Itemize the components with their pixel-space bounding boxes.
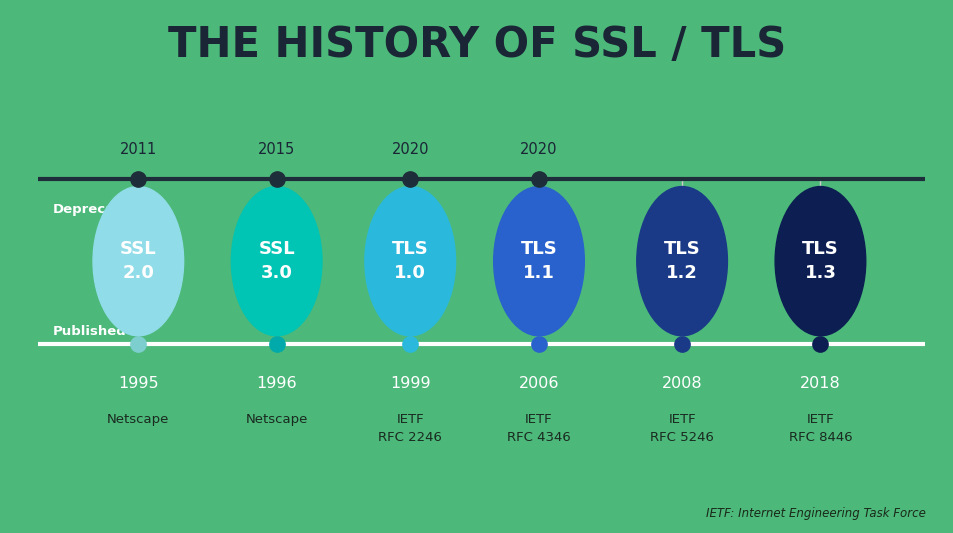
Text: TLS
1.0: TLS 1.0 <box>392 240 428 282</box>
Ellipse shape <box>364 187 456 336</box>
Text: 1996: 1996 <box>256 376 296 391</box>
Text: IETF
RFC 5246: IETF RFC 5246 <box>650 413 713 444</box>
Text: 1999: 1999 <box>390 376 430 391</box>
Text: Netscape: Netscape <box>245 413 308 426</box>
Text: SSL
3.0: SSL 3.0 <box>258 240 294 282</box>
Text: IETF
RFC 4346: IETF RFC 4346 <box>507 413 570 444</box>
Ellipse shape <box>231 187 321 336</box>
Text: 2020: 2020 <box>391 142 429 157</box>
Text: THE HISTORY OF SSL / TLS: THE HISTORY OF SSL / TLS <box>168 25 785 66</box>
Text: 2006: 2006 <box>518 376 558 391</box>
Text: 2018: 2018 <box>800 376 840 391</box>
Text: 2020: 2020 <box>519 142 558 157</box>
Text: 2008: 2008 <box>661 376 701 391</box>
Text: IETF
RFC 8446: IETF RFC 8446 <box>788 413 851 444</box>
Ellipse shape <box>92 187 183 336</box>
Text: 1995: 1995 <box>118 376 158 391</box>
Ellipse shape <box>774 187 865 336</box>
Text: SSL
2.0: SSL 2.0 <box>120 240 156 282</box>
Text: TLS
1.2: TLS 1.2 <box>663 240 700 282</box>
Text: IETF
RFC 2246: IETF RFC 2246 <box>378 413 441 444</box>
Ellipse shape <box>636 187 727 336</box>
Text: TLS
1.3: TLS 1.3 <box>801 240 838 282</box>
Text: 2011: 2011 <box>119 142 157 157</box>
Text: Deprecated: Deprecated <box>52 203 139 215</box>
Text: TLS
1.1: TLS 1.1 <box>520 240 557 282</box>
Text: Published: Published <box>52 326 126 338</box>
Ellipse shape <box>493 187 583 336</box>
Text: 2015: 2015 <box>257 142 295 157</box>
Text: IETF: Internet Engineering Task Force: IETF: Internet Engineering Task Force <box>705 507 924 520</box>
Text: Netscape: Netscape <box>107 413 170 426</box>
